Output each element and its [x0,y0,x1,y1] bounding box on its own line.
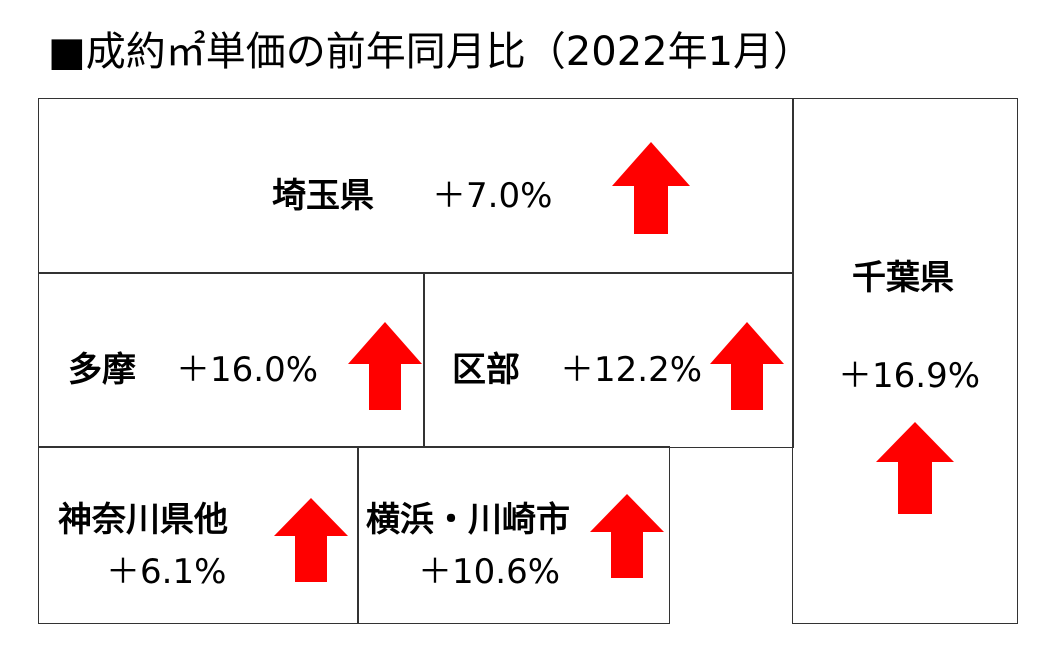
region-change-kanagawa: ＋6.1% [106,552,227,592]
region-box-tama [38,272,425,448]
up-arrow-icon [710,322,784,410]
region-name-chiba: 千葉県 [852,258,954,298]
region-box-chiba [792,98,1018,624]
up-arrow-icon [348,322,422,410]
region-box-kanagawa [38,446,359,624]
region-box-saitama [38,98,794,274]
region-box-yokohama [357,446,670,624]
region-change-tama: ＋16.0% [176,350,319,390]
up-arrow-icon [274,498,348,582]
region-change-kubu: ＋12.2% [560,350,703,390]
region-name-tama: 多摩 [68,350,136,390]
up-arrow-icon [876,422,954,514]
up-arrow-icon [590,494,664,578]
region-box-kubu [423,272,794,448]
region-change-saitama: ＋7.0% [432,176,553,216]
region-name-yokohama: 横浜・川崎市 [366,500,570,540]
region-change-chiba: ＋16.9% [838,356,981,396]
region-change-yokohama: ＋10.6% [418,552,561,592]
region-name-saitama: 埼玉県 [272,176,374,216]
chart-title: ■成約㎡単価の前年同月比（2022年1月） [48,29,814,75]
region-name-kanagawa: 神奈川県他 [58,500,228,540]
up-arrow-icon [612,142,690,234]
region-name-kubu: 区部 [452,350,520,390]
